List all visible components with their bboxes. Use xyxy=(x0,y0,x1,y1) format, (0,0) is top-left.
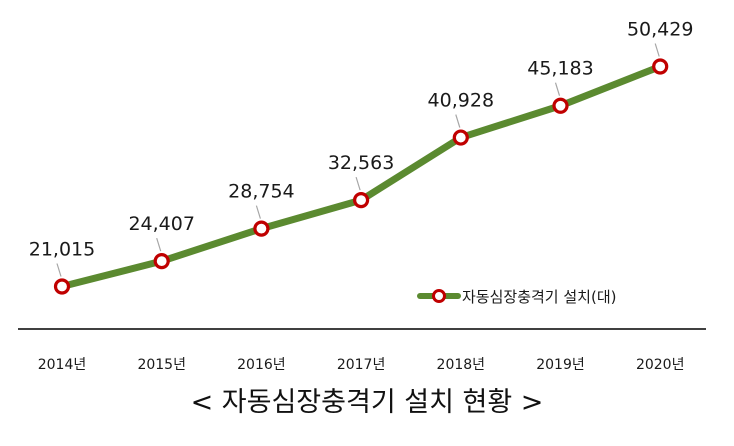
data-label-layer: 21,015 24,407 28,754 32,563 40,928 45,183 50,4… xyxy=(29,19,693,277)
data-label: 45,183 xyxy=(527,58,593,80)
data-label: 32,563 xyxy=(328,152,394,174)
chart-caption: < 자동심장충격기 설치 현황 > xyxy=(191,387,544,418)
axis-layer: 2014년 2015년 2016년 2017년 2018년 2019년 2020년 xyxy=(18,328,706,373)
data-label: 28,754 xyxy=(228,181,294,203)
legend-label: 자동심장충격기 설치(대) xyxy=(462,288,616,306)
data-label: 50,429 xyxy=(627,19,693,41)
data-label-leader xyxy=(455,114,461,128)
data-label: 24,407 xyxy=(128,213,194,235)
x-tick-label: 2018년 xyxy=(437,357,486,373)
data-label-leader xyxy=(255,205,261,219)
series-layer xyxy=(53,58,669,295)
data-point-marker xyxy=(452,129,469,146)
x-tick-label: 2019년 xyxy=(536,357,585,373)
legend: 자동심장충격기 설치(대) xyxy=(417,288,616,306)
x-tick-label: 2015년 xyxy=(137,357,186,373)
data-point-marker xyxy=(552,97,569,114)
data-point-marker xyxy=(253,220,270,237)
data-label: 40,928 xyxy=(428,90,494,112)
data-point-marker xyxy=(53,278,71,295)
data-point-marker xyxy=(153,253,170,270)
data-label-leader xyxy=(156,237,162,252)
data-label-leader xyxy=(654,43,660,57)
x-tick-label: 2020년 xyxy=(636,357,685,373)
data-point-marker xyxy=(353,192,370,209)
data-label-leader xyxy=(355,176,361,191)
x-tick-label: 2014년 xyxy=(38,357,87,373)
series-line xyxy=(58,63,664,290)
data-label: 21,015 xyxy=(29,239,95,261)
x-tick-label: 2017년 xyxy=(337,357,386,373)
x-tick-label: 2016년 xyxy=(237,357,286,373)
data-point-marker xyxy=(652,58,669,75)
data-label-leader xyxy=(554,82,561,96)
data-label-leader xyxy=(56,263,62,277)
legend-marker-swatch xyxy=(432,289,446,303)
